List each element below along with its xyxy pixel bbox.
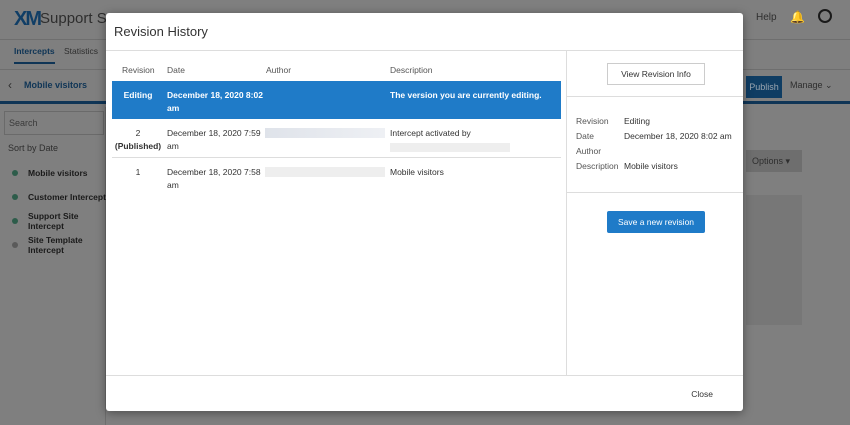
date: December 18, 2020 7:58 am <box>167 167 261 190</box>
value: Mobile visitors <box>624 161 678 171</box>
dialog-footer: Close <box>106 375 743 411</box>
label: Revision <box>576 116 609 126</box>
table-row[interactable]: 1 December 18, 2020 7:58 am Mobile visit… <box>112 158 561 196</box>
search-input[interactable]: Search <box>4 111 104 135</box>
publish-button[interactable]: Publish <box>746 76 782 98</box>
date: December 18, 2020 8:02 am <box>167 90 263 113</box>
tab-intercepts[interactable]: Intercepts <box>14 46 55 64</box>
sidebar-item[interactable]: Customer Intercept <box>0 185 106 209</box>
sidebar-item[interactable]: Site Template Intercept <box>0 233 106 257</box>
author-redacted <box>265 167 385 177</box>
manage-menu[interactable]: Manage ⌄ <box>790 80 833 90</box>
status-dot <box>12 242 18 248</box>
published-label: (Published) <box>114 141 162 151</box>
col-date: Date <box>167 65 185 75</box>
sidebar-item[interactable]: Support Site Intercept <box>0 209 106 233</box>
col-author: Author <box>266 65 292 75</box>
dialog-title: Revision History <box>114 24 208 39</box>
close-button[interactable]: Close <box>691 389 713 399</box>
item-label: Support Site Intercept <box>28 211 79 231</box>
revision-number: 2 <box>135 128 141 138</box>
content-panel <box>746 195 802 325</box>
sidebar: Search Sort by Date Mobile visitors Cust… <box>0 107 106 425</box>
revision: 2 (Published) <box>112 127 164 153</box>
author-redacted <box>265 128 385 138</box>
revision-table: Revision Date Author Description Editing… <box>106 51 567 375</box>
divider <box>567 192 743 193</box>
status-dot <box>12 218 18 224</box>
status-dot <box>12 194 18 200</box>
description: Mobile visitors <box>390 167 444 177</box>
divider <box>567 96 743 97</box>
item-label: Customer Intercept <box>28 192 106 202</box>
project-title: Support S <box>40 10 107 27</box>
user-icon[interactable] <box>818 9 832 23</box>
tab-statistics[interactable]: Statistics <box>64 46 99 56</box>
description-text: Intercept activated by <box>390 128 471 138</box>
item-label: Mobile visitors <box>28 168 88 178</box>
sort-by[interactable]: Sort by Date <box>8 143 59 153</box>
view-revision-info-button[interactable]: View Revision Info <box>607 63 705 85</box>
revision-info: Revision Editing Date December 18, 2020 8:… <box>576 114 732 174</box>
value: December 18, 2020 8:02 am <box>624 131 732 141</box>
dialog-header: Revision History <box>106 13 743 51</box>
redacted-text <box>390 143 510 152</box>
col-revision: Revision <box>122 65 155 75</box>
xm-logo: XM <box>14 8 42 30</box>
revision: 1 <box>135 167 141 177</box>
date: December 18, 2020 7:59 am <box>167 128 261 151</box>
help-link[interactable]: Help <box>756 12 777 23</box>
value: Editing <box>624 116 650 126</box>
description: The version you are currently editing. <box>390 90 542 100</box>
sidebar-item[interactable]: Mobile visitors <box>0 161 106 185</box>
revision: Editing <box>123 90 153 100</box>
col-description: Description <box>390 65 433 75</box>
revision-history-dialog: Revision History Revision Date Author De… <box>106 13 743 411</box>
label: Date <box>576 131 594 141</box>
table-row[interactable]: 2 (Published) December 18, 2020 7:59 am I… <box>112 119 561 158</box>
label: Author <box>576 146 602 156</box>
label: Description <box>576 161 619 171</box>
bell-icon[interactable]: 🔔 <box>790 10 805 24</box>
status-dot <box>12 170 18 176</box>
revision-details-panel: View Revision Info Revision Editing Date D… <box>567 51 743 375</box>
table-row[interactable]: Editing December 18, 2020 8:02 am The ve… <box>112 81 561 119</box>
item-label: Site Template Intercept <box>28 235 83 255</box>
back-label[interactable]: Mobile visitors <box>24 80 88 90</box>
chevron-left-icon[interactable]: ‹ <box>8 78 12 92</box>
description: Intercept activated by <box>390 127 560 152</box>
save-new-revision-button[interactable]: Save a new revision <box>607 211 705 233</box>
options-button[interactable]: Options ▾ <box>746 150 802 172</box>
